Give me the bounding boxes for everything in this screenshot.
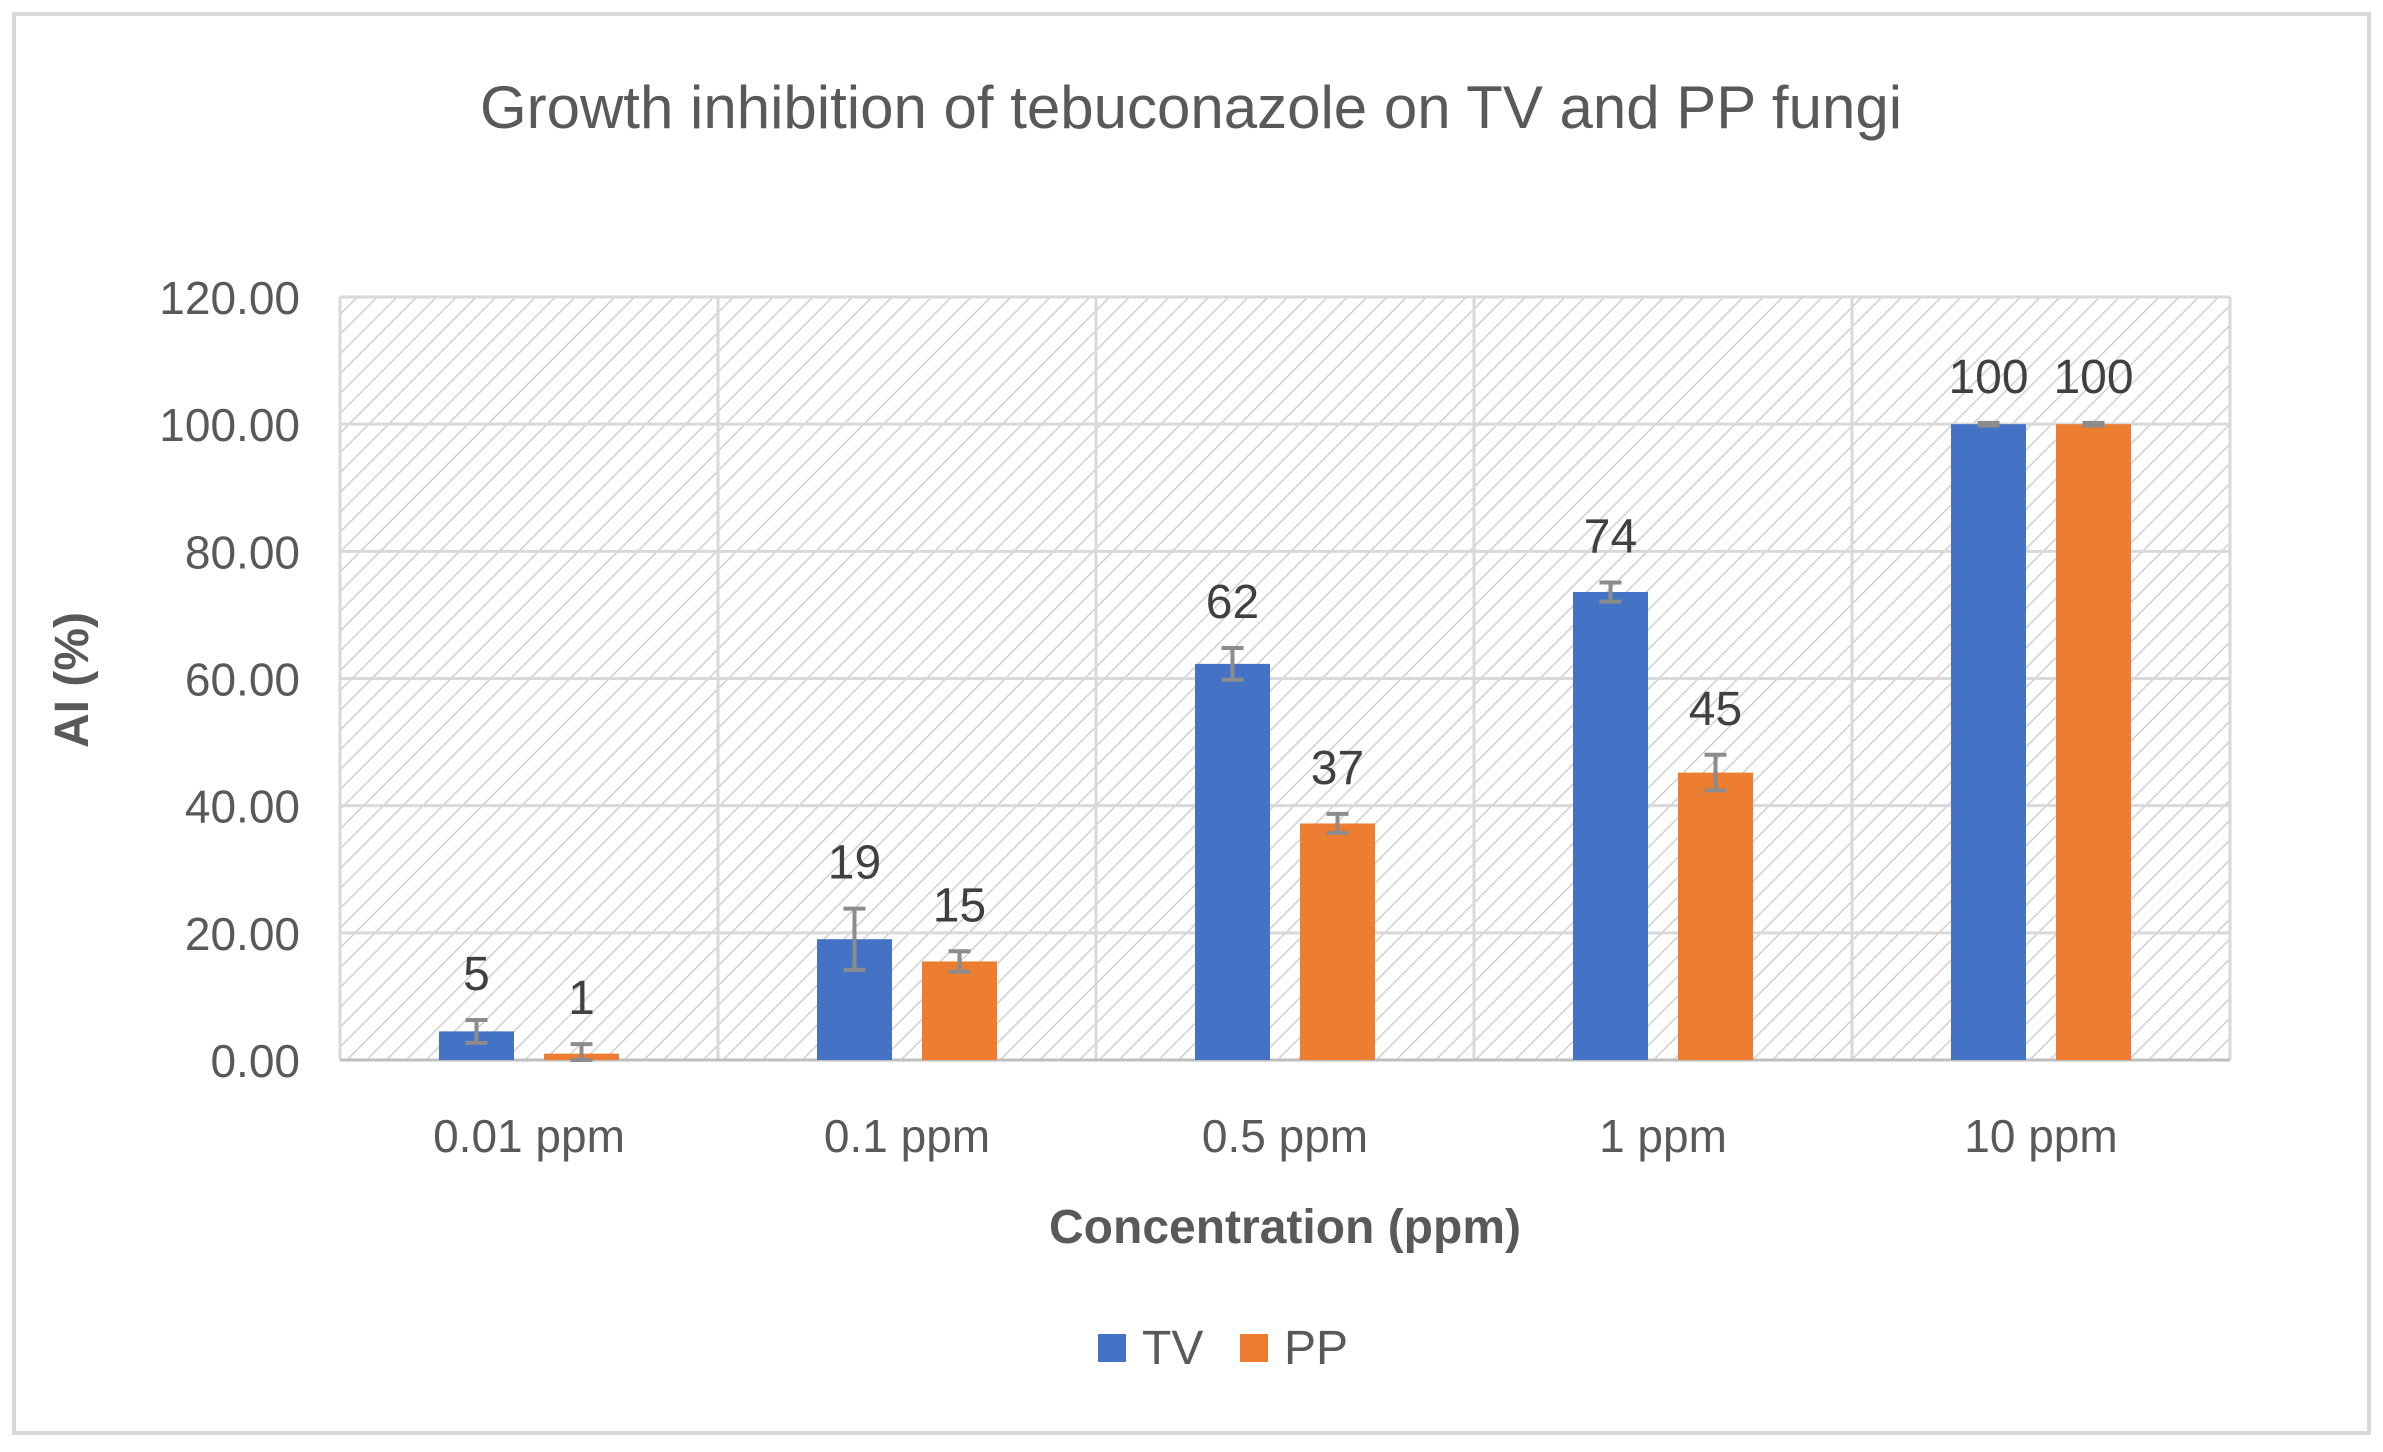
x-tick-label: 0.01 ppm	[433, 1110, 625, 1162]
x-tick-label: 0.5 ppm	[1202, 1110, 1368, 1162]
error-bar-tv	[1221, 645, 1244, 682]
y-tick-label: 100.00	[159, 399, 300, 451]
data-label-tv: 5	[463, 948, 490, 1001]
data-label-pp: 45	[1689, 683, 1742, 736]
data-label-tv: 100	[1948, 351, 2028, 404]
legend-label: TV	[1142, 1322, 1203, 1375]
error-bar-pp	[1704, 752, 1727, 793]
grid-lines	[338, 295, 2232, 1062]
y-tick-label: 20.00	[185, 908, 300, 960]
y-tick-label: 60.00	[185, 654, 300, 706]
legend-item-tv: TV	[1098, 1322, 1203, 1375]
data-labels: 5 1 19 15 62 37 74 45 100 100	[463, 351, 2133, 1025]
error-bar-tv	[465, 1017, 488, 1045]
legend-swatch	[1240, 1334, 1268, 1362]
error-bar-pp	[1326, 811, 1349, 836]
bar-pp	[1300, 823, 1375, 1060]
y-tick-label: 0.00	[210, 1035, 300, 1087]
legend-swatch	[1098, 1334, 1126, 1362]
data-label-tv: 62	[1206, 576, 1259, 629]
data-label-tv: 74	[1584, 510, 1637, 563]
data-label-pp: 1	[568, 972, 595, 1025]
data-label-pp: 100	[2053, 351, 2133, 404]
data-label-pp: 15	[933, 879, 986, 932]
bar-tv	[1195, 663, 1270, 1060]
x-tick-label: 0.1 ppm	[824, 1110, 990, 1162]
x-tick-label: 10 ppm	[1964, 1110, 2117, 1162]
bar-pp	[922, 961, 997, 1060]
error-bar-pp	[2082, 420, 2105, 428]
data-label-pp: 37	[1311, 742, 1364, 795]
error-bar-tv	[1599, 580, 1622, 604]
bar-tv	[1951, 424, 2026, 1061]
error-bar-tv	[843, 906, 866, 972]
legend-item-pp: PP	[1240, 1322, 1348, 1375]
data-label-tv: 19	[828, 837, 881, 890]
x-axis-title: Concentration (ppm)	[1049, 1201, 1521, 1254]
error-bars	[465, 420, 2105, 1062]
bar-tv	[1573, 592, 1648, 1060]
y-tick-label: 120.00	[159, 272, 300, 324]
y-tick-label: 80.00	[185, 526, 300, 578]
x-axis-ticks: 0.01 ppm 0.1 ppm 0.5 ppm 1 ppm 10 ppm	[433, 1110, 2118, 1162]
bar-pp	[2056, 424, 2131, 1061]
error-bar-pp	[570, 1042, 593, 1062]
x-tick-label: 1 ppm	[1599, 1110, 1727, 1162]
y-axis-title: AI (%)	[46, 612, 99, 748]
y-axis-ticks: 0.00 20.00 40.00 60.00 80.00 100.00 120.00	[159, 272, 300, 1087]
legend-label: PP	[1284, 1322, 1348, 1375]
error-bar-tv	[1977, 420, 2000, 428]
chart-title: Growth inhibition of tebuconazole on TV …	[480, 74, 1902, 141]
bar-pp	[1678, 772, 1753, 1060]
legend: TV PP	[1098, 1322, 1348, 1375]
error-bar-pp	[948, 949, 971, 974]
y-tick-label: 40.00	[185, 781, 300, 833]
